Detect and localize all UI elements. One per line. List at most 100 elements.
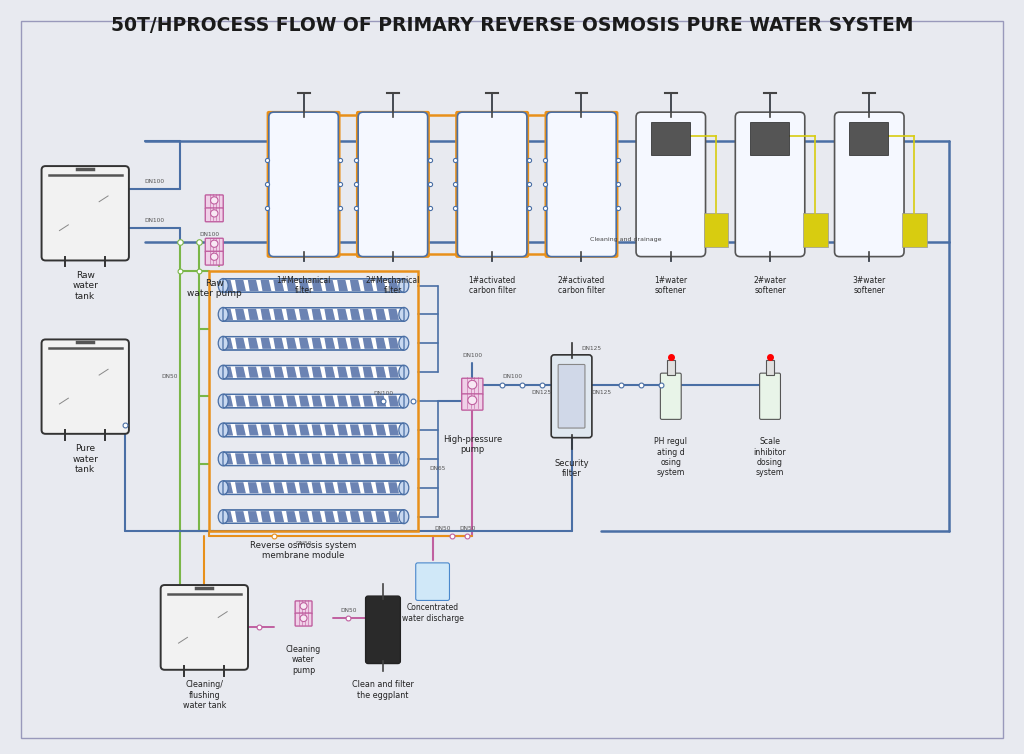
Text: 1#activated
carbon filter: 1#activated carbon filter [469, 276, 516, 296]
Polygon shape [362, 309, 374, 320]
Circle shape [468, 396, 477, 405]
FancyBboxPatch shape [835, 112, 904, 256]
Bar [667, 360, 675, 375]
Polygon shape [222, 309, 233, 320]
Circle shape [468, 380, 477, 389]
Text: Concentrated
water discharge: Concentrated water discharge [401, 603, 464, 623]
Polygon shape [362, 453, 374, 464]
FancyBboxPatch shape [42, 166, 129, 260]
Polygon shape [248, 483, 259, 493]
FancyBboxPatch shape [223, 394, 404, 408]
Polygon shape [286, 338, 297, 349]
Text: 2#Mechanical
filter: 2#Mechanical filter [366, 276, 420, 296]
Polygon shape [388, 511, 399, 523]
Ellipse shape [399, 510, 409, 523]
Polygon shape [260, 366, 271, 378]
Polygon shape [260, 396, 271, 406]
Polygon shape [222, 511, 233, 523]
Polygon shape [311, 425, 323, 436]
FancyBboxPatch shape [735, 112, 805, 256]
Polygon shape [273, 309, 284, 320]
Polygon shape [362, 280, 374, 291]
Ellipse shape [399, 394, 409, 408]
Polygon shape [236, 425, 246, 436]
Ellipse shape [218, 278, 228, 293]
FancyBboxPatch shape [358, 112, 428, 256]
Text: DN125: DN125 [591, 390, 611, 395]
Polygon shape [388, 396, 399, 406]
Polygon shape [337, 453, 348, 464]
Ellipse shape [218, 308, 228, 321]
Polygon shape [325, 396, 335, 406]
Polygon shape [286, 453, 297, 464]
Polygon shape [236, 453, 246, 464]
Polygon shape [376, 396, 386, 406]
FancyBboxPatch shape [223, 279, 404, 293]
Polygon shape [350, 453, 360, 464]
Text: High-pressure
pump: High-pressure pump [442, 435, 502, 454]
FancyBboxPatch shape [223, 481, 404, 495]
Polygon shape [299, 453, 309, 464]
FancyBboxPatch shape [269, 112, 338, 256]
Polygon shape [362, 425, 374, 436]
Polygon shape [337, 309, 348, 320]
Polygon shape [350, 309, 360, 320]
Polygon shape [248, 280, 259, 291]
Ellipse shape [399, 336, 409, 351]
Polygon shape [376, 366, 386, 378]
Polygon shape [337, 511, 348, 523]
Ellipse shape [218, 394, 228, 408]
Polygon shape [311, 280, 323, 291]
FancyBboxPatch shape [458, 112, 527, 256]
Polygon shape [350, 425, 360, 436]
Polygon shape [337, 280, 348, 291]
Text: DN100: DN100 [462, 354, 482, 358]
Polygon shape [260, 453, 271, 464]
Text: Cleaning
water
pump: Cleaning water pump [286, 645, 322, 675]
Text: Cleaning and drainage: Cleaning and drainage [591, 238, 662, 242]
FancyBboxPatch shape [547, 112, 616, 256]
Text: DN50: DN50 [295, 541, 312, 546]
FancyBboxPatch shape [551, 355, 592, 437]
Ellipse shape [399, 308, 409, 321]
Polygon shape [236, 396, 246, 406]
FancyBboxPatch shape [223, 423, 404, 437]
Ellipse shape [218, 510, 228, 523]
Polygon shape [286, 366, 297, 378]
Polygon shape [236, 280, 246, 291]
Polygon shape [350, 366, 360, 378]
Polygon shape [248, 511, 259, 523]
Text: Raw
water pump: Raw water pump [187, 279, 242, 298]
Polygon shape [222, 366, 233, 378]
Ellipse shape [218, 365, 228, 379]
Text: 1#Mechanical
filter: 1#Mechanical filter [276, 276, 331, 296]
Polygon shape [376, 309, 386, 320]
Text: Security
filter: Security filter [554, 459, 589, 478]
Bar [902, 213, 927, 247]
Text: DN65: DN65 [429, 466, 445, 471]
Circle shape [211, 253, 218, 260]
Polygon shape [362, 483, 374, 493]
Polygon shape [311, 309, 323, 320]
Polygon shape [299, 280, 309, 291]
Polygon shape [248, 453, 259, 464]
Polygon shape [260, 280, 271, 291]
Polygon shape [222, 425, 233, 436]
Polygon shape [311, 396, 323, 406]
Polygon shape [273, 511, 284, 523]
Polygon shape [260, 309, 271, 320]
Polygon shape [260, 338, 271, 349]
Polygon shape [286, 280, 297, 291]
Polygon shape [337, 425, 348, 436]
FancyBboxPatch shape [558, 364, 585, 428]
Polygon shape [273, 366, 284, 378]
Text: 3#water
softener: 3#water softener [853, 276, 886, 296]
Polygon shape [325, 280, 335, 291]
Polygon shape [248, 309, 259, 320]
Polygon shape [273, 396, 284, 406]
Polygon shape [222, 453, 233, 464]
Text: 1#water
softener: 1#water softener [654, 276, 687, 296]
Polygon shape [376, 511, 386, 523]
Polygon shape [362, 511, 374, 523]
Text: DN100: DN100 [144, 217, 165, 222]
